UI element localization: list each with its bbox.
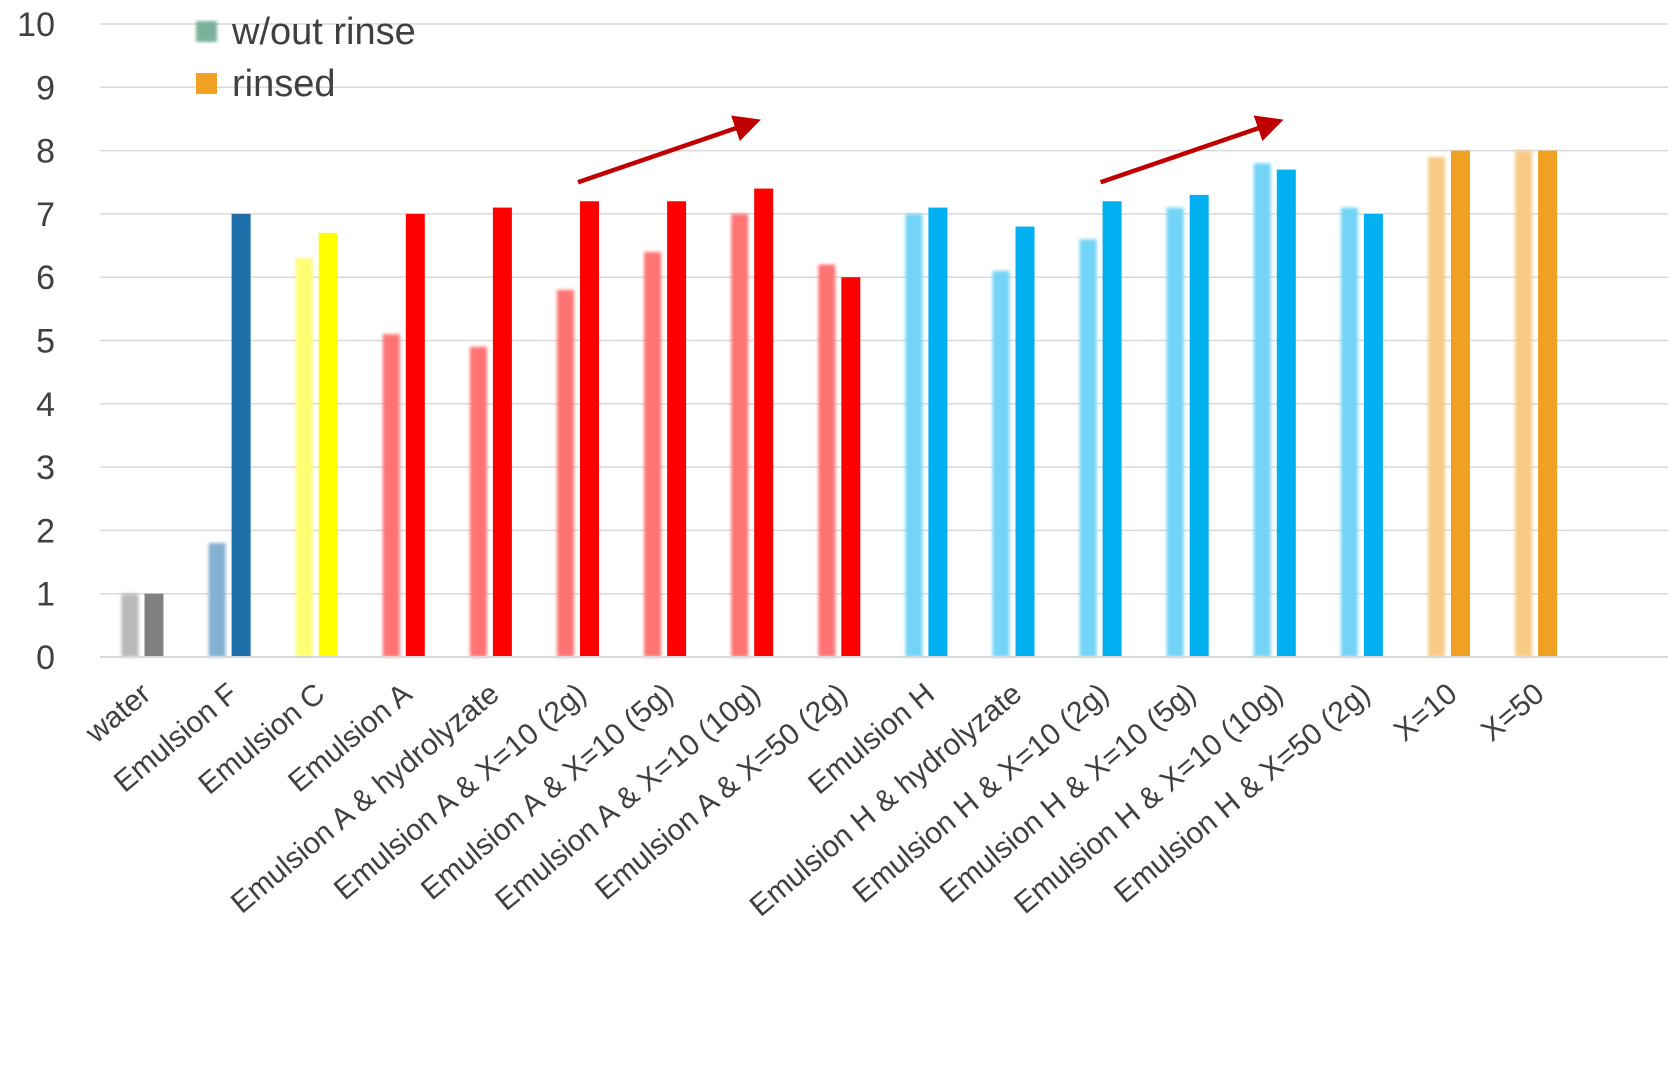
legend-swatch [196,21,217,42]
y-tick-label: 0 [36,639,55,677]
y-tick-label: 3 [36,449,55,487]
bar-without-rinse [1079,239,1097,657]
bar-without-rinse [1253,163,1271,657]
bar-rinsed [1451,150,1470,657]
bar-rinsed [1015,226,1035,657]
y-axis-ticks: 0 1 2 3 4 5 6 7 8 9 10 [17,6,55,677]
y-tick-label: 5 [36,323,55,361]
bar-rinsed [841,277,861,657]
bar-rinsed [1363,213,1383,657]
y-tick-label: 9 [36,69,55,107]
legend-label: rinsed [232,63,336,105]
bar-without-rinse [644,251,662,657]
bar-without-rinse [295,258,313,657]
bar-without-rinse [1428,156,1445,657]
bar-without-rinse [469,346,487,657]
bar-rinsed [754,188,774,657]
bar-rinsed [318,232,338,657]
trend-arrow [577,115,761,185]
y-tick-label: 10 [17,6,55,44]
bar-without-rinse [557,289,574,657]
bar-without-rinse [992,270,1010,657]
trend-arrows [577,115,1284,185]
bar-without-rinse [1166,207,1184,657]
bar-rinsed [1189,194,1209,657]
y-tick-label: 6 [36,259,55,297]
bar-rinsed [231,213,251,657]
bar-without-rinse [818,264,836,657]
x-tick-label: water [79,677,157,750]
bar-rinsed [580,201,599,658]
y-tick-label: 1 [36,576,55,614]
x-tick-label: X=10 [1388,677,1464,748]
x-tick-label: X=50 [1475,677,1551,748]
bar-rinsed [667,201,687,658]
bar-rinsed [144,593,164,657]
bar-without-rinse [382,334,400,657]
bar-rinsed [1102,201,1122,658]
bar-rinsed [492,207,512,657]
y-tick-label: 7 [36,196,55,234]
bars [121,150,1558,658]
trend-arrow [1099,115,1284,185]
bar-rinsed [1538,150,1558,657]
legend-swatch [196,73,217,94]
bar-rinsed [1276,169,1296,657]
legend: w/out rinse rinsed [196,11,416,105]
y-tick-label: 8 [36,133,55,171]
y-tick-label: 2 [36,512,55,550]
bar-without-rinse [1340,207,1358,657]
gridlines [100,23,1668,595]
bar-without-rinse [121,593,139,657]
bar-without-rinse [731,213,749,657]
bar-rinsed [928,207,948,657]
bar-rinsed [405,213,425,657]
bar-without-rinse [208,543,226,657]
y-tick-label: 4 [36,386,55,424]
bar-without-rinse [1515,150,1533,657]
legend-label: w/out rinse [231,11,416,53]
bar-without-rinse [905,213,923,657]
